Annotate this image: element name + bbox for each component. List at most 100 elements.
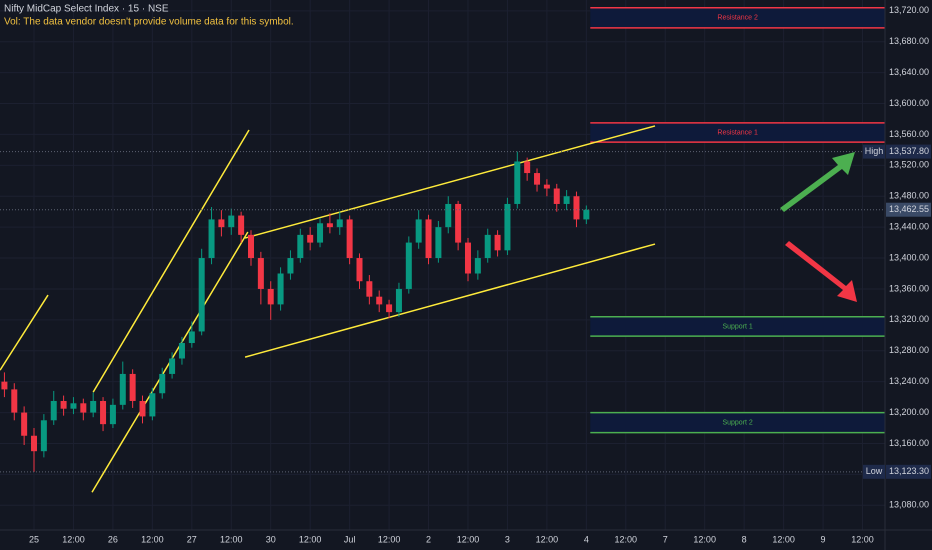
zone-label: Resistance 2 xyxy=(717,15,758,22)
x-tick-label: 12:00 xyxy=(141,534,164,544)
candle-body xyxy=(445,203,452,228)
y-tick-label: 13,560.00 xyxy=(889,129,929,139)
zone-label: Support 2 xyxy=(722,419,752,426)
zone-label: Support 1 xyxy=(722,323,752,330)
candle-body xyxy=(484,234,491,259)
candle-body xyxy=(70,403,77,409)
candle-body xyxy=(267,288,274,305)
y-tick-label: 13,400.00 xyxy=(889,252,929,262)
down-arrow xyxy=(785,241,857,302)
x-tick-label: 8 xyxy=(742,534,747,544)
candle-body xyxy=(435,227,442,259)
grid xyxy=(0,0,885,530)
candle-body xyxy=(307,234,314,243)
candle-body xyxy=(405,242,412,289)
x-tick-label: 12:00 xyxy=(536,534,559,544)
x-tick-label: 12:00 xyxy=(851,534,874,544)
x-tick-label: 26 xyxy=(108,534,118,544)
candle-body xyxy=(40,420,47,452)
candle-body xyxy=(31,435,38,452)
candle-body xyxy=(228,215,235,228)
price-value: 13,537.80 xyxy=(889,146,929,156)
price-tag xyxy=(863,144,885,159)
price-box xyxy=(886,464,931,479)
x-tick-label: 12:00 xyxy=(772,534,795,544)
markers xyxy=(0,151,885,473)
candle-body xyxy=(178,343,185,359)
zones: Resistance 2 Resistance 1 Support 1 Support… xyxy=(590,6,885,434)
candle-body xyxy=(287,258,294,274)
candle-body xyxy=(129,373,136,401)
y-tick-label: 13,360.00 xyxy=(889,283,929,293)
x-tick-label: 12:00 xyxy=(693,534,716,544)
candle-body xyxy=(119,373,126,405)
y-tick-label: 13,440.00 xyxy=(889,222,929,232)
candle-body xyxy=(277,273,284,305)
candle-body xyxy=(198,258,205,332)
price-value: 13,123.30 xyxy=(889,466,929,476)
candle-body xyxy=(60,400,67,409)
y-tick-label: 13,080.00 xyxy=(889,500,929,510)
y-tick-label: 13,200.00 xyxy=(889,407,929,417)
x-tick-label: 9 xyxy=(821,534,826,544)
candle-body xyxy=(464,242,471,274)
price-axis-bg xyxy=(885,0,932,550)
x-tick-label: 3 xyxy=(505,534,510,544)
x-tick-label: 30 xyxy=(266,534,276,544)
candle-body xyxy=(425,219,432,259)
x-tick-label: 12:00 xyxy=(220,534,243,544)
candle-body xyxy=(573,196,580,220)
x-tick-label: 4 xyxy=(584,534,589,544)
candle-body xyxy=(188,331,195,344)
candle-body xyxy=(80,403,87,413)
zone xyxy=(590,122,885,143)
chart-subtitle: Vol: The data vendor doesn't provide vol… xyxy=(4,17,294,28)
candle-body xyxy=(11,389,18,413)
y-tick-label: 13,720.00 xyxy=(889,5,929,15)
candle-body xyxy=(376,296,383,305)
y-tick-label: 13,280.00 xyxy=(889,345,929,355)
candle-body xyxy=(336,219,343,228)
candle-body xyxy=(346,219,353,259)
candle-body xyxy=(238,215,245,235)
zone xyxy=(590,316,885,337)
candle-body xyxy=(1,381,8,390)
candle-body xyxy=(524,161,531,174)
zone xyxy=(590,412,885,433)
price-tag xyxy=(863,464,885,479)
candle-body xyxy=(50,400,57,421)
price-box xyxy=(886,144,931,159)
time-axis-bg xyxy=(0,530,932,550)
candle-body xyxy=(534,173,541,185)
candle-body xyxy=(317,223,324,243)
x-tick-label: 12:00 xyxy=(457,534,480,544)
candle-body xyxy=(583,209,590,220)
candle-body xyxy=(494,234,501,251)
candle-body xyxy=(563,196,570,204)
x-tick-label: 12:00 xyxy=(299,534,322,544)
candle-body xyxy=(395,288,402,313)
candle-body xyxy=(326,223,333,228)
x-tick-label: Jul xyxy=(344,534,356,544)
candle-body xyxy=(109,404,116,425)
candle-body xyxy=(504,203,511,251)
y-tick-label: 13,640.00 xyxy=(889,67,929,77)
trendline xyxy=(92,129,250,393)
zone xyxy=(590,7,885,28)
candle-body xyxy=(366,281,373,297)
price-tag-label: Low xyxy=(866,466,883,476)
trendline xyxy=(244,243,656,358)
candle-body xyxy=(100,400,107,425)
y-tick-label: 13,600.00 xyxy=(889,98,929,108)
candle-body xyxy=(356,258,363,282)
zone-label: Resistance 1 xyxy=(717,129,758,136)
candle-body xyxy=(257,258,264,289)
candle-body xyxy=(218,219,225,228)
chart-title: Nifty MidCap Select Index · 15 · NSE xyxy=(4,4,169,15)
candle-body xyxy=(415,219,422,243)
y-tick-label: 13,160.00 xyxy=(889,438,929,448)
x-tick-label: 12:00 xyxy=(378,534,401,544)
